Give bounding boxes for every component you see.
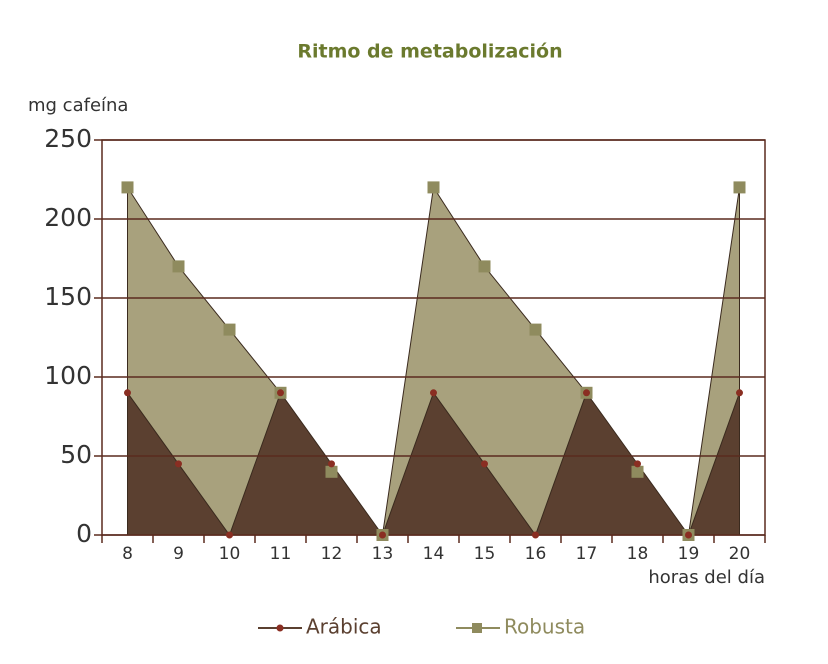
y-tick-label: 250 <box>44 124 92 153</box>
x-tick-label: 19 <box>678 544 700 564</box>
x-tick-label: 9 <box>173 544 184 564</box>
x-tick-label: 17 <box>576 544 598 564</box>
marker <box>532 531 539 539</box>
y-tick-label: 100 <box>44 361 92 390</box>
marker <box>379 531 386 539</box>
x-tick-label: 11 <box>270 544 292 564</box>
legend-marker <box>472 623 482 633</box>
y-tick-label: 150 <box>44 282 92 311</box>
marker <box>124 389 131 397</box>
area <box>127 391 740 537</box>
marker <box>631 465 644 478</box>
marker <box>583 389 590 397</box>
y-tick-label: 50 <box>60 440 92 469</box>
marker <box>325 465 338 478</box>
marker <box>685 531 692 539</box>
marker <box>478 260 491 273</box>
marker <box>427 181 440 194</box>
legend-label: Arábica <box>306 615 382 639</box>
x-tick-label: 8 <box>122 544 133 564</box>
marker <box>529 323 542 336</box>
x-tick-label: 14 <box>423 544 445 564</box>
x-tick-label: 10 <box>219 544 241 564</box>
y-tick-label: 0 <box>76 519 92 548</box>
legend-marker <box>276 624 284 632</box>
legend-label: Robusta <box>504 615 585 639</box>
marker <box>328 460 335 468</box>
marker <box>430 389 437 397</box>
marker <box>121 181 134 194</box>
marker <box>736 389 743 397</box>
marker <box>175 460 182 468</box>
x-tick-label: 16 <box>525 544 547 564</box>
marker <box>277 389 284 397</box>
y-axis-label: mg cafeína <box>28 95 128 116</box>
marker <box>634 460 641 468</box>
marker <box>733 181 746 194</box>
x-tick-label: 13 <box>372 544 394 564</box>
y-tick-label: 200 <box>44 203 92 232</box>
chart-title: Ritmo de metabolización <box>297 41 562 63</box>
x-tick-label: 12 <box>321 544 343 564</box>
marker <box>172 260 185 273</box>
x-tick-label: 18 <box>627 544 649 564</box>
marker <box>481 460 488 468</box>
x-axis-label: horas del día <box>648 567 765 588</box>
x-tick-label: 15 <box>474 544 496 564</box>
marker <box>226 531 233 539</box>
x-tick-label: 20 <box>729 544 751 564</box>
legend: Arábica Robusta <box>258 615 585 639</box>
marker <box>223 323 236 336</box>
